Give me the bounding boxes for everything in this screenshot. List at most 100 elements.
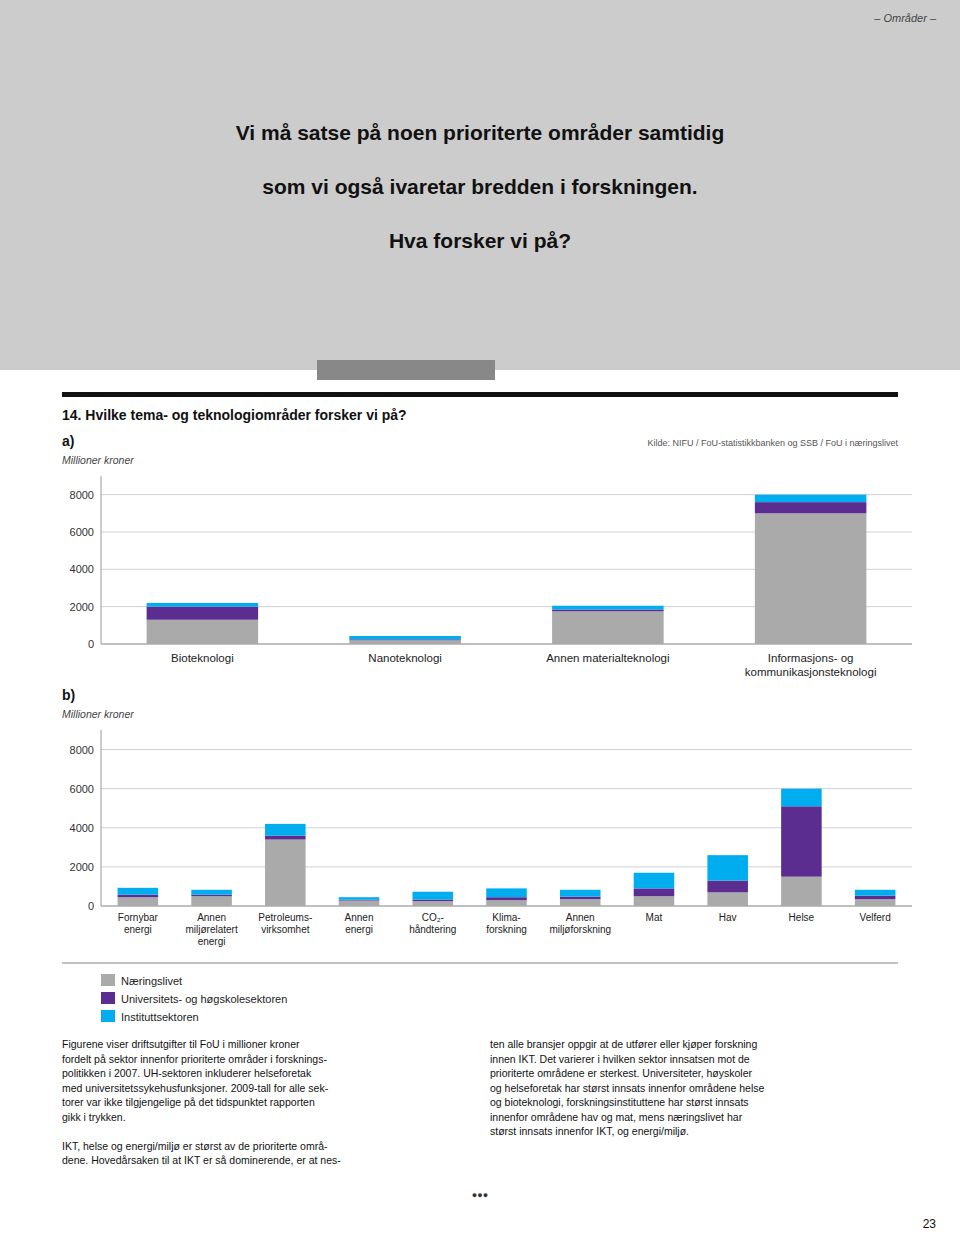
bar-segment <box>707 892 748 906</box>
bars <box>147 495 867 644</box>
bar-segment <box>147 603 259 607</box>
body-text: ten alle bransjer oppgir at de utfører e… <box>490 1038 764 1137</box>
bar-segment <box>707 881 748 893</box>
y-tick-label: 2000 <box>70 861 94 873</box>
x-tick-label: CO₂-håndtering <box>409 912 456 935</box>
title-rule <box>62 392 898 397</box>
bar-segment <box>339 901 380 906</box>
x-tick-label: Fornybarenergi <box>118 912 159 935</box>
bar-segment <box>552 606 664 610</box>
header-background <box>0 0 960 370</box>
y-tick-label: 2000 <box>70 601 94 613</box>
bar-segment <box>560 899 601 906</box>
bar-segment <box>147 620 259 644</box>
legend-swatch <box>101 1010 115 1022</box>
bar-segment <box>191 896 232 906</box>
header-quote: Hva forsker vi på? <box>389 229 571 252</box>
chart: a) Millioner kroner Kilde: NIFU / FoU-stat… <box>62 433 912 678</box>
x-tick-label: Annen materialteknologi <box>546 652 669 664</box>
header-quote: som vi også ivaretar bredden i forskning… <box>262 175 697 198</box>
x-tick-label: Helse <box>789 912 815 923</box>
legend-swatch <box>101 974 115 986</box>
chart-title: b) <box>62 687 75 703</box>
bar-segment <box>855 890 896 896</box>
ellipsis-dots: ●●● <box>472 1190 488 1200</box>
bar-segment <box>349 640 461 644</box>
title: 14. Hvilke tema- og teknologiområder for… <box>62 407 407 423</box>
bar-segment <box>707 855 748 880</box>
bar-segment <box>552 611 664 644</box>
header-quote: Vi må satse på noen prioriterte områder … <box>236 121 725 144</box>
y-axis-line <box>101 730 102 906</box>
bar-segment <box>412 900 453 902</box>
bar-segment <box>118 888 159 895</box>
y-tick-label: 6000 <box>70 526 94 538</box>
y-tick-label: 8000 <box>70 744 94 756</box>
x-tick-label: Velferd <box>860 912 891 923</box>
x-tick-label: Annenenergi <box>345 912 374 935</box>
bar-segment <box>191 890 232 895</box>
bar-segment <box>118 895 159 898</box>
bar-segment <box>634 873 675 889</box>
bar-segment <box>486 900 527 906</box>
legend-swatch <box>101 992 115 1004</box>
page: – Områder – Vi må satse på noen prioriter… <box>0 0 960 1239</box>
bar-segment <box>560 890 601 897</box>
y-tick-label: 0 <box>88 900 94 912</box>
y-axis-label: Millioner kroner <box>62 454 134 466</box>
y-tick-label: 0 <box>88 638 94 650</box>
x-tick-label: Petroleums-virksomhet <box>258 912 312 935</box>
x-tick-label: Bioteknologi <box>171 652 234 664</box>
bar-segment <box>755 513 867 644</box>
page-number: 23 <box>923 1217 937 1231</box>
x-tick-label: Klima-forskning <box>486 912 527 935</box>
bar-segment <box>412 901 453 906</box>
legend-label: Næringslivet <box>121 975 182 987</box>
bars <box>118 789 896 906</box>
bar-segment <box>781 806 822 876</box>
y-tick-label: 6000 <box>70 783 94 795</box>
x-tick-label: Informasjons- ogkommunikasjonsteknologi <box>745 652 877 678</box>
x-tick-label: Nanoteknologi <box>368 652 442 664</box>
bar-segment <box>855 896 896 900</box>
x-tick-label: Hav <box>719 912 737 923</box>
areas-header: – Områder – <box>873 12 937 24</box>
y-axis-line <box>101 476 102 644</box>
body-text: Figurene viser driftsutgifter til FoU i … <box>62 1038 341 1166</box>
bar-segment <box>265 840 306 906</box>
decorative-bar <box>317 360 495 380</box>
source-text: Kilde: NIFU / FoU-statistikkbanken og SS… <box>647 438 898 448</box>
x-tick-label: Mat <box>646 912 663 923</box>
y-tick-label: 8000 <box>70 489 94 501</box>
chart: b) Millioner kroner 0 2000 4000 6000 8000 Forny… <box>62 687 912 947</box>
x-tick-label: Annenmiljøforskning <box>549 912 611 935</box>
bar-segment <box>147 607 259 620</box>
chart-title: a) <box>62 433 74 449</box>
bar-segment <box>191 895 232 897</box>
bar-segment <box>486 888 527 897</box>
bar-segment <box>349 636 461 639</box>
bar-segment <box>486 897 527 900</box>
legend: Næringslivet Universitets- og høgskolesek… <box>101 974 287 1023</box>
legend-label: Universitets- og høgskolesektoren <box>121 993 287 1005</box>
bar-segment <box>265 824 306 836</box>
bar-segment <box>552 609 664 611</box>
bar-segment <box>339 897 380 900</box>
bar-segment <box>634 888 675 896</box>
bar-segment <box>755 495 867 502</box>
bar-segment <box>118 897 159 906</box>
bar-segment <box>412 892 453 900</box>
bar-segment <box>781 789 822 807</box>
y-tick-label: 4000 <box>70 563 94 575</box>
y-axis-label: Millioner kroner <box>62 708 134 720</box>
bar-segment <box>265 836 306 840</box>
bottom-rule <box>62 962 898 964</box>
bar-segment <box>781 877 822 906</box>
bar-segment <box>634 896 675 906</box>
bar-segment <box>855 899 896 906</box>
grid-line <box>101 749 912 750</box>
x-tick-label: Annenmiljørelatertenergi <box>185 912 237 947</box>
legend-label: Instituttsektoren <box>121 1011 199 1023</box>
bar-segment <box>560 897 601 900</box>
y-tick-label: 4000 <box>70 822 94 834</box>
